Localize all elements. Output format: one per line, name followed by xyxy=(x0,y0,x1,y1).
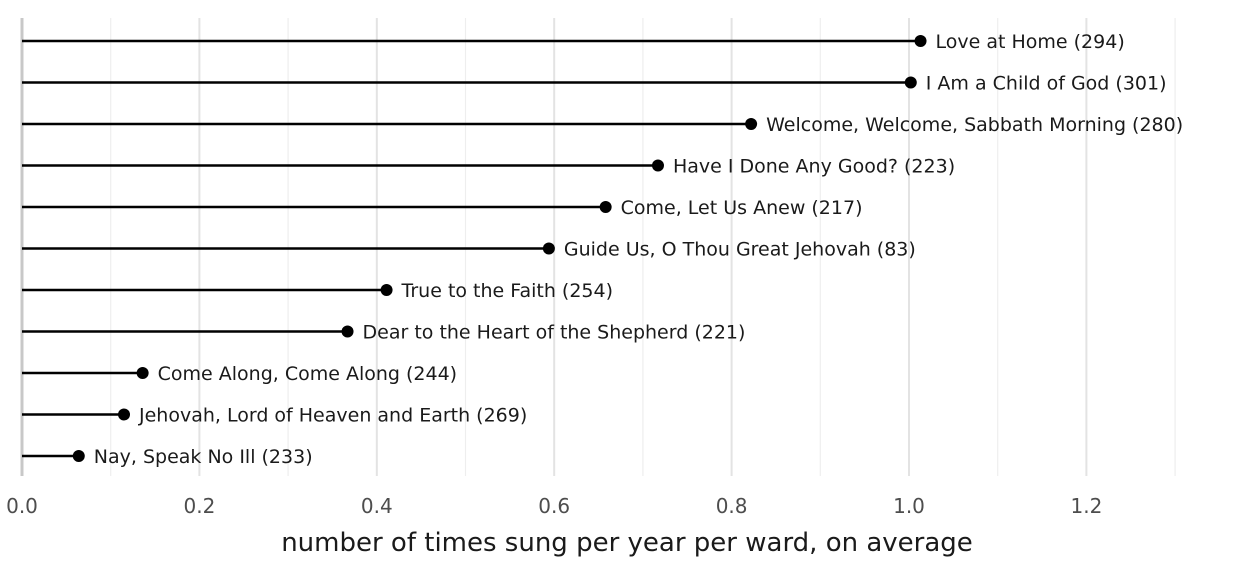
lollipop-dot xyxy=(72,450,85,462)
lollipop-dot xyxy=(599,201,612,213)
x-axis-label: number of times sung per year per ward, … xyxy=(281,528,973,558)
x-tick-label: 0.2 xyxy=(183,494,215,518)
lollipop-dot xyxy=(118,408,131,421)
lollipop-row: I Am a Child of God (301) xyxy=(22,73,1167,95)
item-label: Jehovah, Lord of Heaven and Earth (269) xyxy=(138,405,527,427)
x-tick-label: 0.8 xyxy=(716,494,748,518)
item-label: Come, Let Us Anew (217) xyxy=(621,197,863,219)
x-tick-label: 0.0 xyxy=(6,494,38,518)
lollipop-dot xyxy=(914,35,927,47)
x-tick-label: 1.2 xyxy=(1070,494,1102,518)
x-tick-label: 0.6 xyxy=(538,494,570,518)
lollipop-row: Guide Us, O Thou Great Jehovah (83) xyxy=(22,239,916,261)
lollipop-dot xyxy=(380,284,393,296)
item-label: Have I Done Any Good? (223) xyxy=(673,156,955,178)
lollipop-dot xyxy=(136,367,149,379)
lollipop-row: Come Along, Come Along (244) xyxy=(22,363,457,385)
item-label: True to the Faith (254) xyxy=(401,280,613,302)
lollipop-dot xyxy=(745,118,758,130)
x-tick-label: 1.0 xyxy=(893,494,925,518)
grid xyxy=(110,18,1176,476)
x-tick-label: 0.4 xyxy=(361,494,393,518)
item-label: Come Along, Come Along (244) xyxy=(158,363,457,385)
item-label: Nay, Speak No Ill (233) xyxy=(94,446,313,468)
lollipop-row: Dear to the Heart of the Shepherd (221) xyxy=(22,322,745,344)
lollipop-dot xyxy=(904,76,917,89)
lollipop-dot xyxy=(651,159,664,172)
lollipop-row: Come, Let Us Anew (217) xyxy=(22,197,862,219)
lollipop-row: Jehovah, Lord of Heaven and Earth (269) xyxy=(22,405,527,427)
item-label: I Am a Child of God (301) xyxy=(926,73,1167,95)
item-label: Dear to the Heart of the Shepherd (221) xyxy=(363,322,746,344)
lollipop-marks: Love at Home (294) I Am a Child of God (3… xyxy=(22,31,1183,468)
lollipop-row: Nay, Speak No Ill (233) xyxy=(22,446,313,468)
lollipop-row: Welcome, Welcome, Sabbath Morning (280) xyxy=(22,114,1183,136)
lollipop-row: Have I Done Any Good? (223) xyxy=(22,156,955,178)
item-label: Welcome, Welcome, Sabbath Morning (280) xyxy=(766,114,1183,136)
lollipop-row: True to the Faith (254) xyxy=(22,280,613,302)
item-label: Guide Us, O Thou Great Jehovah (83) xyxy=(564,239,916,261)
x-tick-labels: 0.0 0.2 0.4 0.6 0.8 1.0 1.2 xyxy=(6,494,1102,518)
lollipop-dot xyxy=(341,325,354,338)
lollipop-dot xyxy=(542,242,555,255)
lollipop-row: Love at Home (294) xyxy=(22,31,1125,53)
item-label: Love at Home (294) xyxy=(936,31,1125,53)
